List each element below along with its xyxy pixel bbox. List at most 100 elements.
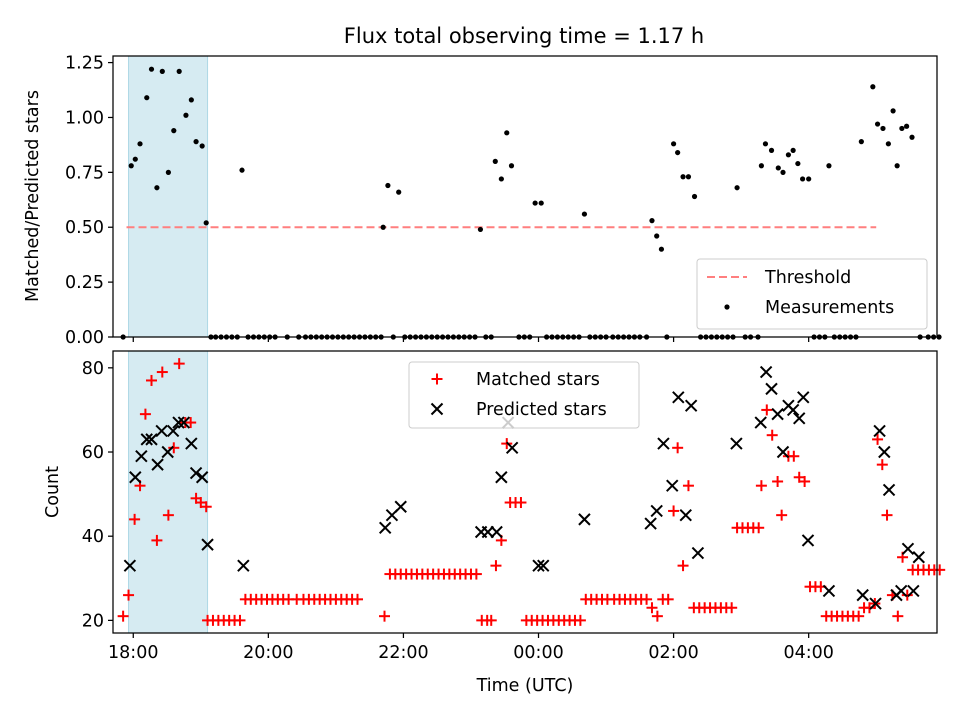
matched-star-marker: [788, 450, 800, 462]
measurement-point: [396, 189, 402, 195]
x-tick-label: 20:00: [243, 643, 293, 663]
x-axis-label: Time (UTC): [476, 676, 574, 696]
matched-star-marker: [662, 593, 674, 605]
measurement-point: [654, 233, 660, 239]
measurement-point: [890, 108, 896, 114]
predicted-star-marker: [195, 471, 209, 484]
matched-star-marker: [799, 475, 811, 487]
predicted-star-marker: [189, 466, 203, 480]
predicted-star-marker: [495, 471, 508, 484]
matched-star-marker: [672, 442, 684, 454]
matched-star-marker: [646, 602, 658, 614]
predicted-star-marker: [771, 407, 784, 421]
predicted-star-marker: [907, 584, 920, 598]
predicted-star-marker: [882, 483, 896, 497]
measurement-point: [239, 167, 245, 173]
predicted-star-marker: [140, 433, 153, 446]
measurement-point: [909, 134, 915, 140]
legend-x-marker: [430, 402, 444, 416]
matched-star-marker: [151, 534, 163, 546]
measurement-point: [165, 169, 171, 175]
measurement-point: [880, 125, 886, 132]
y-tick-label: 20: [82, 611, 104, 631]
predicted-star-marker: [894, 584, 908, 598]
predicted-star-marker: [505, 441, 519, 455]
x-tick-label: 22:00: [378, 643, 428, 663]
legend-predicted-label: Predicted stars: [476, 400, 607, 420]
measurement-point: [188, 97, 194, 103]
legend-measurements-label: Measurements: [765, 298, 894, 318]
predicted-star-marker: [730, 437, 743, 450]
measurement-point: [670, 141, 677, 147]
predicted-star-marker: [793, 412, 806, 425]
x-tick-label: 18:00: [108, 643, 158, 663]
predicted-star-marker: [481, 525, 495, 539]
predicted-star-marker: [161, 445, 174, 459]
matched-star-marker: [490, 560, 502, 572]
legend: Threshold Measurements: [696, 258, 928, 330]
predicted-stars-points: [123, 365, 925, 610]
predicted-star-marker: [172, 416, 185, 429]
matched-star-marker: [853, 610, 865, 622]
matched-star-marker: [129, 513, 141, 525]
measurement-point: [538, 200, 544, 206]
measurement-point: [785, 152, 792, 158]
predicted-star-marker: [657, 437, 670, 450]
predicted-star-marker: [155, 424, 168, 438]
measurement-point: [795, 160, 801, 167]
y-tick-label: 60: [82, 443, 104, 463]
matched-star-marker: [901, 589, 913, 601]
legend-matched-swatch: [431, 373, 443, 385]
measurement-point: [680, 174, 686, 180]
measurement-point: [176, 68, 182, 74]
predicted-star-marker: [801, 534, 815, 547]
matched-star-marker: [761, 404, 773, 416]
chart-title: Flux total observing time = 1.17 h: [344, 24, 704, 48]
measurement-point: [128, 163, 134, 169]
legend-threshold-label: Threshold: [764, 268, 851, 288]
y-tick-label: 0.50: [65, 218, 104, 238]
matched-star-marker: [379, 610, 391, 622]
matched-star-marker: [668, 505, 680, 517]
predicted-star-marker: [679, 508, 692, 522]
matched-star-marker: [892, 610, 904, 622]
measurement-point: [171, 128, 177, 134]
measurement-point: [904, 123, 910, 129]
predicted-star-marker: [201, 538, 214, 551]
predicted-star-marker: [691, 546, 705, 560]
predicted-star-marker: [237, 559, 250, 572]
predicted-star-marker: [166, 424, 180, 438]
shaded-span: [128, 55, 209, 338]
predicted-star-marker: [490, 525, 503, 539]
y-tick-label: 80: [82, 359, 104, 379]
matched-star-marker: [776, 509, 788, 521]
matched-stars-points: [117, 358, 946, 626]
predicted-star-marker: [776, 445, 790, 459]
measurement-point: [492, 158, 498, 164]
y-tick-label: 1.00: [65, 108, 104, 128]
predicted-star-marker: [873, 424, 886, 438]
matched-star-marker: [168, 442, 180, 454]
measurement-point: [132, 156, 138, 162]
y-tick-label: 40: [82, 527, 104, 547]
predicted-star-marker: [901, 542, 915, 556]
measurement-point: [532, 200, 538, 206]
predicted-star-marker: [822, 584, 836, 598]
measurement-point: [691, 193, 698, 200]
matched-star-marker: [766, 429, 778, 441]
legend: Matched stars Predicted stars: [408, 361, 640, 429]
y-tick-label: 0.75: [65, 163, 104, 183]
measurement-point: [159, 68, 165, 74]
measurement-point: [874, 121, 881, 127]
measurement-point: [498, 176, 504, 182]
matched-star-marker: [677, 560, 689, 572]
predicted-star-marker: [378, 521, 392, 534]
predicted-star-marker: [786, 403, 800, 417]
legend-box: [696, 258, 928, 330]
matched-star-marker: [185, 417, 197, 429]
predicted-star-marker: [797, 391, 810, 404]
predicted-star-marker: [684, 399, 698, 412]
matched-star-marker: [156, 366, 168, 378]
y-tick-label: 1.25: [65, 54, 104, 74]
